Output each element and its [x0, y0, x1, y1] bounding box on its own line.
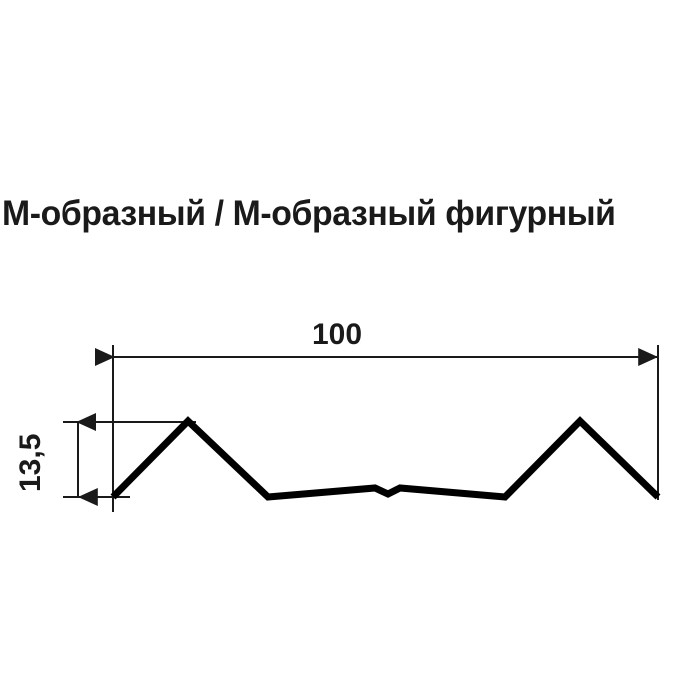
dimension-label-width: 100 [311, 318, 363, 351]
dimension-label-height: 13,5 [14, 433, 47, 492]
profile-cross-section [110, 416, 661, 501]
page-title: М-образный / М-образный фигурный [2, 194, 616, 233]
